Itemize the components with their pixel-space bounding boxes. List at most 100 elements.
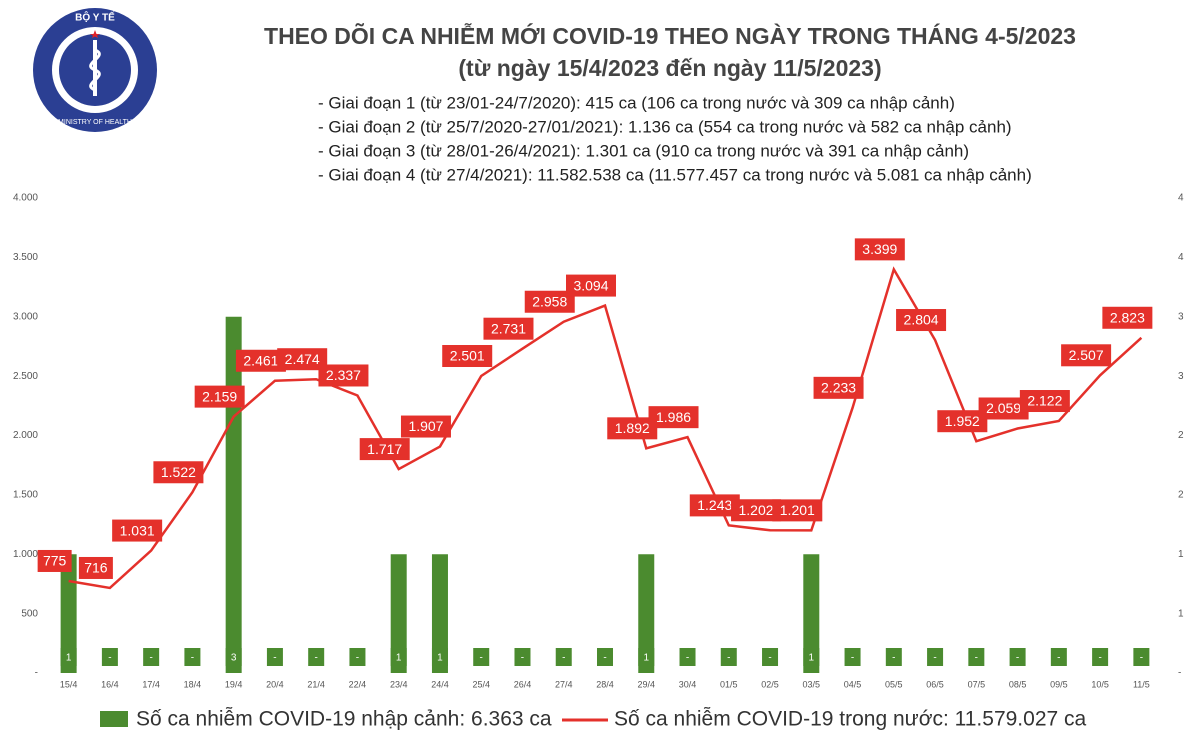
bar [60, 554, 77, 673]
data-label: 1.243 [697, 497, 732, 513]
data-label: 1.907 [408, 418, 443, 434]
y2-tick-label: 3 [1178, 311, 1184, 322]
x-tick-label: 23/4 [390, 679, 408, 689]
data-label: 2.461 [243, 352, 278, 368]
bar-label-bg [885, 648, 902, 666]
data-label: 1.717 [367, 441, 402, 457]
bar-label-bg [1092, 648, 1109, 666]
legend-swatch [100, 711, 128, 727]
x-tick-label: 26/4 [514, 679, 532, 689]
x-tick-label: 11/5 [1133, 679, 1150, 689]
bar-label: - [1016, 653, 1019, 664]
bar-label: - [273, 653, 276, 664]
x-tick-label: 09/5 [1050, 679, 1068, 689]
data-label: 1.202 [739, 502, 774, 518]
bar-label-bg [762, 648, 779, 666]
bar-label-bg [143, 648, 160, 666]
bar-label-bg [473, 648, 490, 666]
bar-label: - [315, 653, 318, 664]
data-label-bg [772, 499, 823, 522]
legend-label: Số ca nhiễm COVID-19 nhập cảnh: 6.363 ca [136, 708, 552, 731]
y2-tick-label: 1 [1178, 608, 1184, 619]
bar-label: 3 [231, 653, 237, 664]
bar-label-bg [597, 648, 613, 666]
bar-label-bg [349, 648, 366, 666]
bar-label-bg [431, 648, 448, 666]
data-label-bg [153, 461, 204, 484]
data-label-bg [524, 290, 575, 313]
data-label: 2.804 [904, 312, 939, 328]
bar-label-bg [266, 648, 283, 666]
data-label-bg [854, 238, 905, 261]
bar-label-bg [720, 648, 737, 666]
bar-label: 1 [809, 653, 815, 664]
y-tick-label: - [35, 668, 38, 679]
chart-title: THEO DÕI CA NHIỄM MỚI COVID-19 THEO NGÀY… [264, 21, 1076, 49]
data-label-bg [978, 397, 1029, 420]
logo-star [90, 30, 100, 38]
y2-tick-label: 2 [1178, 490, 1184, 501]
bar-label: - [108, 653, 111, 664]
x-tick-label: 25/4 [472, 679, 490, 689]
x-tick-label: 20/4 [266, 679, 284, 689]
data-label: 2.501 [450, 348, 485, 364]
y-tick-label: 2.500 [13, 371, 38, 382]
bar [803, 554, 820, 673]
bar-label: 1 [643, 653, 649, 664]
y2-tick-label: 2 [1178, 430, 1184, 441]
x-tick-label: 04/5 [844, 679, 862, 689]
bar-label: - [975, 653, 978, 664]
logo-bottom: MINISTRY OF HEALTH [58, 119, 132, 126]
bar-label-bg [225, 648, 242, 666]
x-tick-label: 02/5 [761, 679, 779, 689]
data-label: 2.059 [986, 400, 1021, 416]
x-tick-label: 24/4 [431, 679, 449, 689]
data-label: 2.823 [1110, 309, 1145, 325]
bar-label-bg [184, 648, 201, 666]
data-label: 775 [43, 553, 67, 569]
y-tick-label: 1.500 [13, 490, 38, 501]
y2-tick-label: 4 [1178, 252, 1184, 263]
logo: BỘ Y TẾ MINISTRY OF HEALTH [33, 8, 157, 132]
note: - Giai đoạn 3 (từ 28/01-26/4/2021): 1.30… [318, 141, 969, 160]
data-label: 2.337 [326, 367, 361, 383]
bar-label: - [1098, 653, 1101, 664]
data-label-bg [112, 519, 163, 542]
bar-label-bg [308, 648, 325, 666]
bar-label: - [1140, 653, 1143, 664]
data-label: 1.522 [161, 464, 196, 480]
x-tick-label: 29/4 [637, 679, 655, 689]
y-tick-label: 4.000 [13, 193, 38, 204]
bar-label: - [191, 653, 194, 664]
x-tick-label: 08/5 [1009, 679, 1027, 689]
bar-label: - [686, 653, 689, 664]
logo-staff [93, 40, 97, 96]
bar-label: - [1057, 653, 1060, 664]
bar-label-bg [390, 648, 407, 666]
x-tick-label: 07/5 [968, 679, 986, 689]
data-label-bg [318, 364, 369, 387]
bar [431, 554, 448, 673]
data-label: 2.122 [1027, 393, 1062, 409]
bar-label: - [603, 653, 606, 664]
data-label-bg [37, 549, 72, 572]
y-tick-label: 500 [21, 608, 38, 619]
data-label-bg [400, 415, 451, 438]
data-label: 2.958 [532, 293, 567, 309]
data-label-bg [1061, 344, 1112, 367]
data-label: 1.031 [120, 522, 155, 538]
line [68, 266, 1143, 590]
y2-tick-label: 3 [1178, 371, 1184, 382]
data-label-bg [896, 309, 947, 332]
data-label-bg [1102, 306, 1153, 329]
data-label-bg [1019, 390, 1070, 413]
note: - Giai đoạn 1 (từ 23/01-24/7/2020): 415 … [318, 93, 955, 112]
bar-label: 1 [66, 653, 72, 664]
data-label: 3.094 [573, 277, 608, 293]
bar-label-bg [927, 648, 944, 666]
y2-tick-label: 1 [1178, 549, 1184, 560]
bar-label: - [562, 653, 565, 664]
x-tick-label: 01/5 [720, 679, 738, 689]
data-label: 1.952 [945, 413, 980, 429]
note: - Giai đoạn 2 (từ 25/7/2020-27/01/2021):… [318, 117, 1012, 136]
